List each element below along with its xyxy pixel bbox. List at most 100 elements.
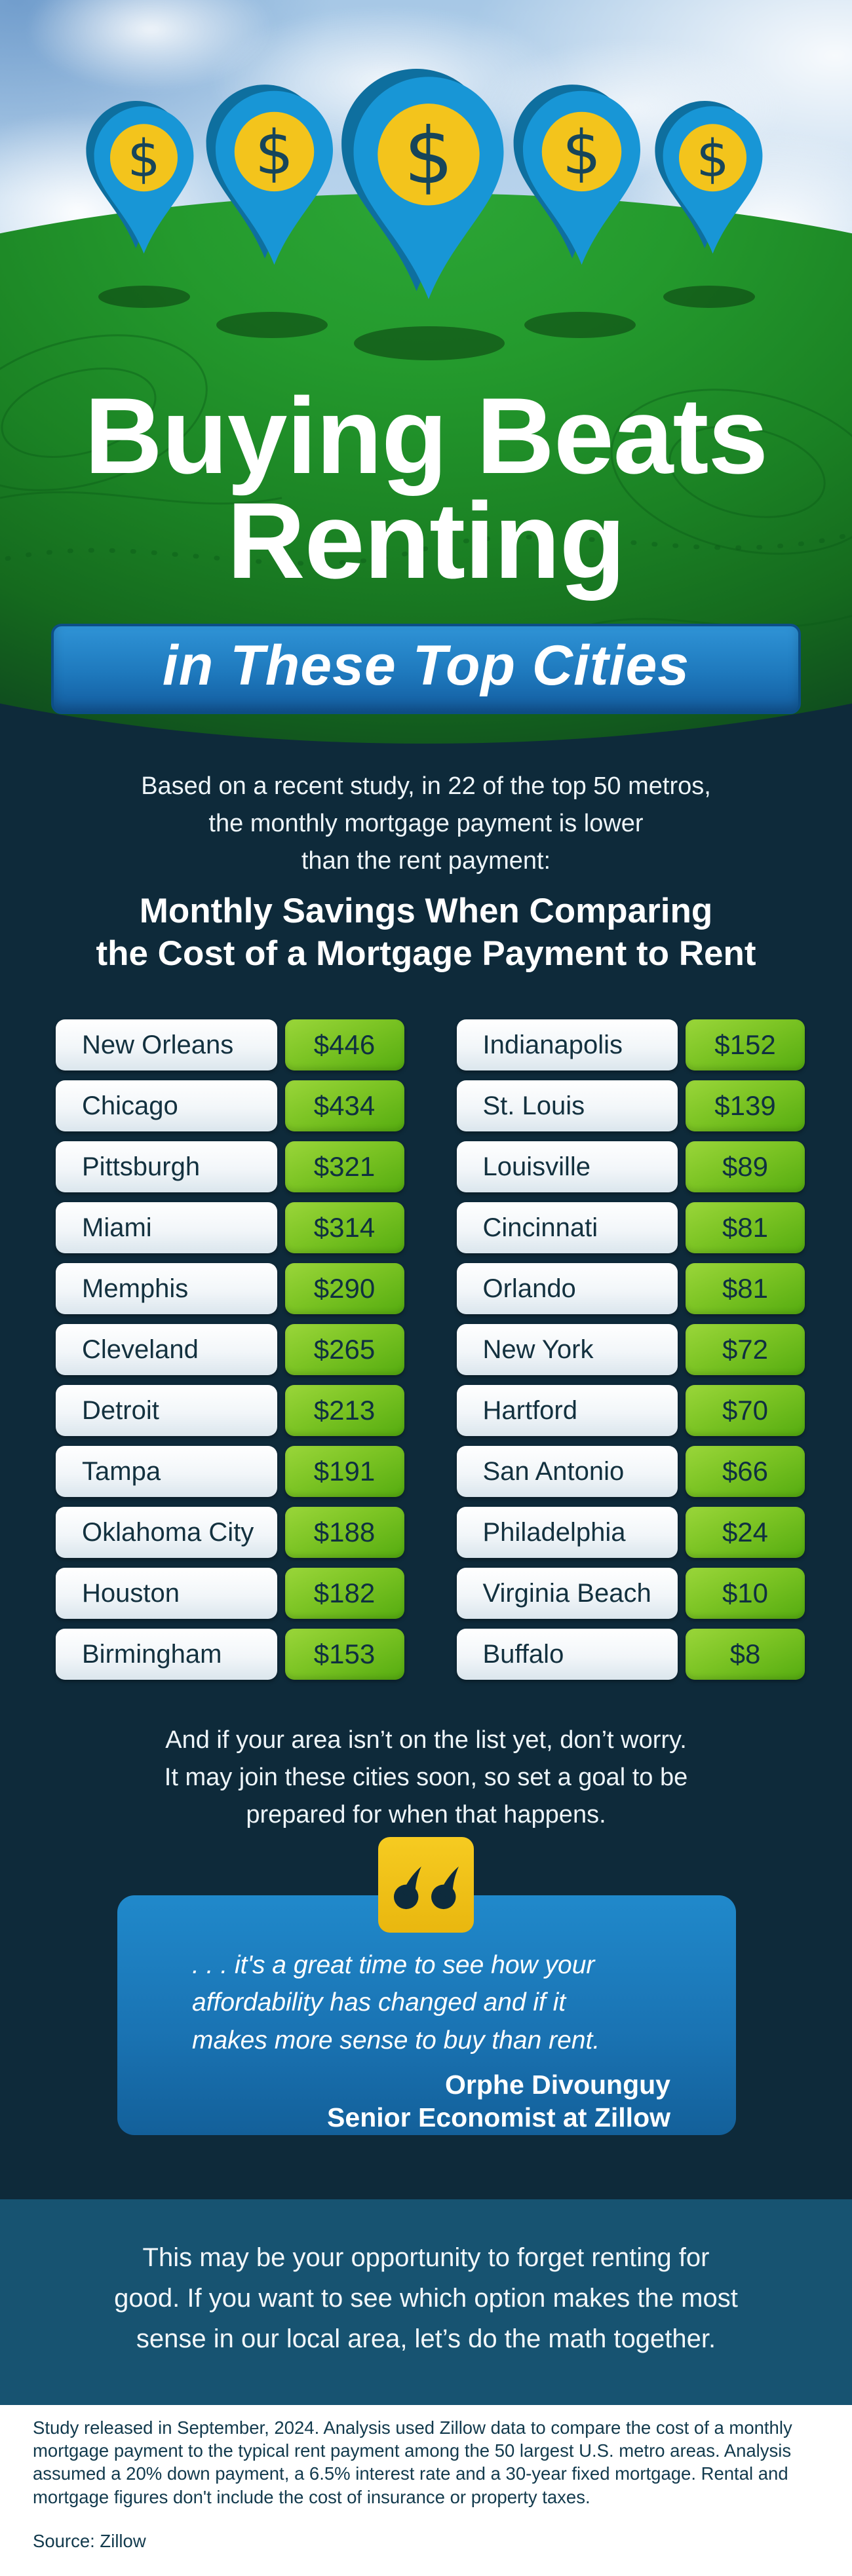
quote-badge [378,1837,474,1933]
dollar-sign-icon: $ [696,128,729,189]
table-row: Indianapolis $152 [456,1019,805,1070]
table-row: Louisville $89 [456,1141,805,1192]
table-row: Chicago $434 [56,1080,404,1131]
table-row: Philadelphia $24 [456,1507,805,1558]
table-row: Oklahoma City $188 [56,1507,404,1558]
city-cell: Orlando [456,1263,678,1314]
city-cell: Cincinnati [456,1202,678,1253]
pin-shadow [216,312,328,338]
closing-band: This may be your opportunity to forget r… [0,2199,852,2405]
dollar-sign-icon: $ [127,128,160,189]
city-cell: Birmingham [56,1629,277,1680]
map-pin-icon: $ [341,69,504,299]
amount-cell: $191 [284,1446,404,1497]
city-cell: Houston [56,1568,277,1619]
map-pin-icon: $ [513,85,641,265]
amount-cell: $70 [686,1385,805,1436]
city-cell: Tampa [56,1446,277,1497]
table-row: New Orleans $446 [56,1019,404,1070]
savings-table: New Orleans $446 Chicago $434 Pittsburgh $321… [56,1019,805,1690]
dollar-sign-icon: $ [404,111,453,201]
amount-cell: $321 [284,1141,404,1192]
amount-cell: $81 [686,1263,805,1314]
table-row: San Antonio $66 [456,1446,805,1497]
table-row: Tampa $191 [56,1446,404,1497]
city-cell: Memphis [56,1263,277,1314]
after-table-text: And if your area isn’t on the list yet, … [164,1726,688,1828]
table-row: St. Louis $139 [456,1080,805,1131]
footer-section: Study released in September, 2024. Analy… [0,2405,852,2576]
amount-cell: $314 [284,1202,404,1253]
double-quote-icon [393,1866,459,1910]
city-cell: New Orleans [56,1019,277,1070]
city-cell: New York [456,1324,678,1375]
amount-cell: $72 [686,1324,805,1375]
quote-card: . . . it's a great time to see how your … [117,1895,736,2135]
map-pin-icon: $ [206,85,334,265]
amount-cell: $153 [284,1629,404,1680]
city-cell: Philadelphia [456,1507,678,1558]
amount-cell: $152 [686,1019,805,1070]
city-cell: Virginia Beach [456,1568,678,1619]
city-cell: Detroit [56,1385,277,1436]
amount-cell: $434 [284,1080,404,1131]
disclaimer-text: Study released in September, 2024. Analy… [33,2417,792,2507]
city-cell: Pittsburgh [56,1141,277,1192]
amount-cell: $446 [284,1019,404,1070]
table-row: Birmingham $153 [56,1629,404,1680]
table-row: Cincinnati $81 [456,1202,805,1253]
amount-cell: $290 [284,1263,404,1314]
pin-shadow [354,326,505,360]
savings-column-left: New Orleans $446 Chicago $434 Pittsburgh $321… [56,1019,404,1690]
amount-cell: $139 [686,1080,805,1131]
pin-shadow [663,286,755,308]
city-cell: Hartford [456,1385,678,1436]
city-cell: Oklahoma City [56,1507,277,1558]
table-row: Pittsburgh $321 [56,1141,404,1192]
table-row: Cleveland $265 [56,1324,404,1375]
amount-cell: $66 [686,1446,805,1497]
quote-attribution: Orphe Divounguy Senior Economist at Zill… [327,2069,670,2132]
city-cell: Miami [56,1202,277,1253]
city-cell: Louisville [456,1141,678,1192]
map-pin-icon: $ [86,101,194,254]
table-row: Orlando $81 [456,1263,805,1314]
city-cell: Buffalo [456,1629,678,1680]
intro-text: Based on a recent study, in 22 of the to… [141,772,711,875]
poster-title: Buying Beats Renting [84,375,768,601]
city-cell: Cleveland [56,1324,277,1375]
map-pin-icon: $ [655,101,763,254]
quote-text: . . . it's a great time to see how your … [192,1951,600,2055]
amount-cell: $182 [284,1568,404,1619]
table-row: Virginia Beach $10 [456,1568,805,1619]
amount-cell: $8 [686,1629,805,1680]
amount-cell: $10 [686,1568,805,1619]
pin-shadow [98,286,190,308]
amount-cell: $24 [686,1507,805,1558]
dollar-sign-icon: $ [255,117,294,188]
city-cell: San Antonio [456,1446,678,1497]
savings-heading: Monthly Savings When Comparing the Cost … [96,892,756,974]
savings-column-right: Indianapolis $152 St. Louis $139 Louisville $… [456,1019,805,1690]
subtitle-banner: in These Top Cities [51,624,801,714]
pin-shadow [524,312,636,338]
amount-cell: $188 [284,1507,404,1558]
amount-cell: $89 [686,1141,805,1192]
subtitle-text: in These Top Cities [162,634,690,697]
table-row: Buffalo $8 [456,1629,805,1680]
amount-cell: $265 [284,1324,404,1375]
table-row: Miami $314 [56,1202,404,1253]
source-text: Source: Zillow [33,2530,146,2551]
table-row: Detroit $213 [56,1385,404,1436]
city-cell: St. Louis [456,1080,678,1131]
table-row: Memphis $290 [56,1263,404,1314]
city-cell: Chicago [56,1080,277,1131]
table-row: Hartford $70 [456,1385,805,1436]
amount-cell: $81 [686,1202,805,1253]
table-row: New York $72 [456,1324,805,1375]
dollar-sign-icon: $ [562,117,601,188]
amount-cell: $213 [284,1385,404,1436]
closing-text: This may be your opportunity to forget r… [114,2243,738,2353]
table-row: Houston $182 [56,1568,404,1619]
